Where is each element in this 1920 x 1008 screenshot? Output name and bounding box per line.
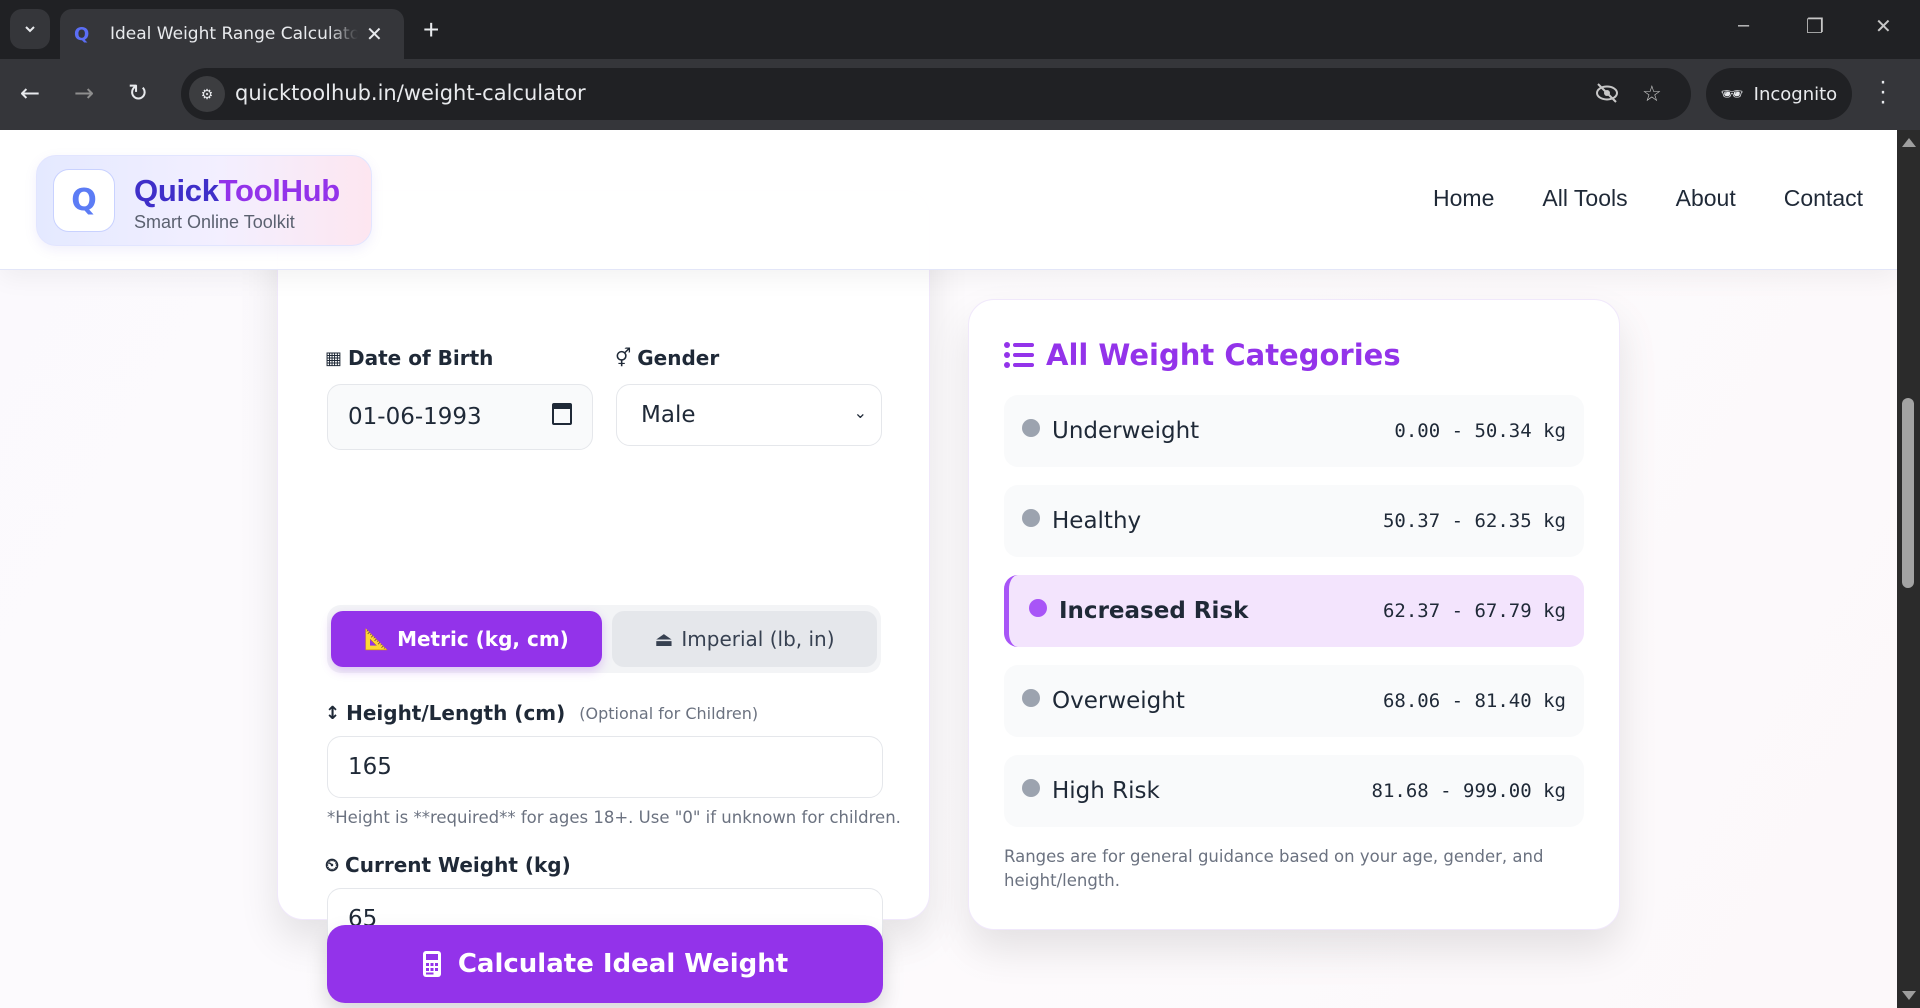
- logo-q-icon: Q: [53, 169, 115, 232]
- categories-heading: All Weight Categories: [1004, 338, 1401, 372]
- calculator-form-card: ▦ Date of Birth 01-06-1993 ⚥ Gender Male…: [277, 190, 930, 1003]
- dob-input[interactable]: 01-06-1993: [327, 384, 593, 450]
- height-input[interactable]: 165: [327, 736, 883, 798]
- brand-tagline: Smart Online Toolkit: [134, 212, 295, 232]
- category-row-high-risk: High Risk 81.68 - 999.00 kg: [1004, 755, 1584, 827]
- nav-about[interactable]: About: [1675, 185, 1736, 211]
- eye-off-icon[interactable]: [1594, 81, 1620, 111]
- height-label: Height/Length (cm): [346, 701, 566, 725]
- browser-tab-active[interactable]: Q Ideal Weight Range Calculator 2 ✕: [60, 9, 404, 59]
- main-nav: Home All Tools About Contact: [1433, 185, 1863, 212]
- forward-button[interactable]: →: [74, 79, 95, 107]
- nav-all-tools[interactable]: All Tools: [1542, 185, 1628, 211]
- metric-unit-button[interactable]: 📐 Metric (kg, cm): [331, 611, 602, 667]
- bookmark-star-icon[interactable]: ☆: [1642, 81, 1662, 106]
- weight-icon: ⏏: [654, 627, 674, 651]
- dob-label: Date of Birth: [348, 346, 494, 370]
- dob-label-wrap: ▦ Date of Birth: [325, 346, 493, 370]
- weight-label: Current Weight (kg): [345, 853, 571, 877]
- page-scrollbar[interactable]: [1897, 130, 1920, 1008]
- dob-value: 01-06-1993: [348, 404, 482, 430]
- unit-toggle: 📐 Metric (kg, cm) ⏏ Imperial (lb, in): [327, 605, 881, 673]
- calculate-label: Calculate Ideal Weight: [457, 949, 789, 979]
- window-close-button[interactable]: ✕: [1875, 16, 1892, 38]
- gender-label-wrap: ⚥ Gender: [615, 346, 719, 370]
- ruler-icon: 📐: [364, 627, 390, 651]
- tab-close-icon[interactable]: ✕: [366, 23, 383, 46]
- scale-icon: ⏲: [325, 854, 340, 876]
- category-row-healthy: Healthy 50.37 - 62.35 kg: [1004, 485, 1584, 557]
- minimize-button[interactable]: –: [1738, 14, 1750, 36]
- restore-button[interactable]: ❐: [1806, 16, 1824, 38]
- up-down-arrow-icon: ↕: [325, 702, 341, 724]
- status-dot-icon: [1029, 599, 1047, 617]
- calculator-icon: [422, 951, 441, 977]
- calendar-icon: ▦: [325, 347, 343, 369]
- gender-select[interactable]: Male ⌄: [616, 384, 882, 446]
- tab-title: Ideal Weight Range Calculator 2: [110, 24, 358, 44]
- category-row-overweight: Overweight 68.06 - 81.40 kg: [1004, 665, 1584, 737]
- browser-tab-bar: Q Ideal Weight Range Calculator 2 ✕ + – …: [0, 0, 1920, 59]
- tab-favicon-icon: Q: [74, 23, 90, 45]
- tab-search-button[interactable]: [10, 9, 50, 49]
- incognito-icon: 🕶: [1720, 83, 1744, 105]
- scrollbar-thumb[interactable]: [1902, 398, 1914, 588]
- new-tab-button[interactable]: +: [423, 14, 440, 45]
- chevron-down-icon: [25, 26, 35, 33]
- site-logo[interactable]: Q QuickToolHub Smart Online Toolkit: [36, 155, 372, 246]
- reload-button[interactable]: ↻: [128, 79, 149, 107]
- status-dot-icon: [1022, 779, 1040, 797]
- scroll-down-arrow-icon[interactable]: [1902, 991, 1916, 1000]
- nav-home[interactable]: Home: [1433, 185, 1495, 211]
- category-row-underweight: Underweight 0.00 - 50.34 kg: [1004, 395, 1584, 467]
- incognito-label: Incognito: [1753, 83, 1838, 105]
- categories-note: Ranges are for general guidance based on…: [1004, 847, 1544, 890]
- browser-menu-icon[interactable]: · · ·: [1879, 68, 1887, 115]
- category-row-increased-risk: Increased Risk 62.37 - 67.79 kg: [1004, 575, 1584, 647]
- status-dot-icon: [1022, 509, 1040, 527]
- site-info-icon[interactable]: ⚙: [189, 76, 225, 112]
- gender-label: Gender: [637, 346, 720, 370]
- weight-categories-card: All Weight Categories Underweight 0.00 -…: [968, 299, 1620, 930]
- page-viewport: Q QuickToolHub Smart Online Toolkit Home…: [0, 130, 1897, 1008]
- gender-icon: ⚥: [615, 347, 632, 369]
- status-dot-icon: [1022, 689, 1040, 707]
- imperial-unit-button[interactable]: ⏏ Imperial (lb, in): [612, 611, 877, 667]
- height-optional-note: (Optional for Children): [579, 703, 759, 723]
- calculate-button[interactable]: Calculate Ideal Weight: [327, 925, 883, 1003]
- back-button[interactable]: ←: [20, 79, 41, 107]
- status-dot-icon: [1022, 419, 1040, 437]
- browser-toolbar: ← → ↻ ⚙ quicktoolhub.in/weight-calculato…: [0, 59, 1920, 130]
- categories-list: Underweight 0.00 - 50.34 kg Healthy 50.3…: [1004, 395, 1584, 845]
- list-icon: [1004, 342, 1034, 368]
- scroll-up-arrow-icon[interactable]: [1902, 138, 1916, 147]
- date-picker-icon[interactable]: [552, 403, 572, 425]
- brand-name: QuickToolHub: [134, 173, 340, 208]
- height-hint: *Height is **required** for ages 18+. Us…: [327, 808, 901, 827]
- url-text[interactable]: quicktoolhub.in/weight-calculator: [235, 81, 586, 105]
- nav-contact[interactable]: Contact: [1783, 185, 1863, 211]
- site-header: Q QuickToolHub Smart Online Toolkit Home…: [0, 130, 1897, 270]
- gender-value: Male: [641, 402, 696, 428]
- incognito-indicator[interactable]: 🕶 Incognito: [1706, 68, 1852, 120]
- chevron-down-icon: ⌄: [853, 403, 867, 422]
- weight-label-wrap: ⏲ Current Weight (kg): [325, 853, 571, 877]
- address-bar[interactable]: ⚙ quicktoolhub.in/weight-calculator ☆: [181, 68, 1691, 120]
- height-label-wrap: ↕ Height/Length (cm) (Optional for Child…: [325, 701, 758, 725]
